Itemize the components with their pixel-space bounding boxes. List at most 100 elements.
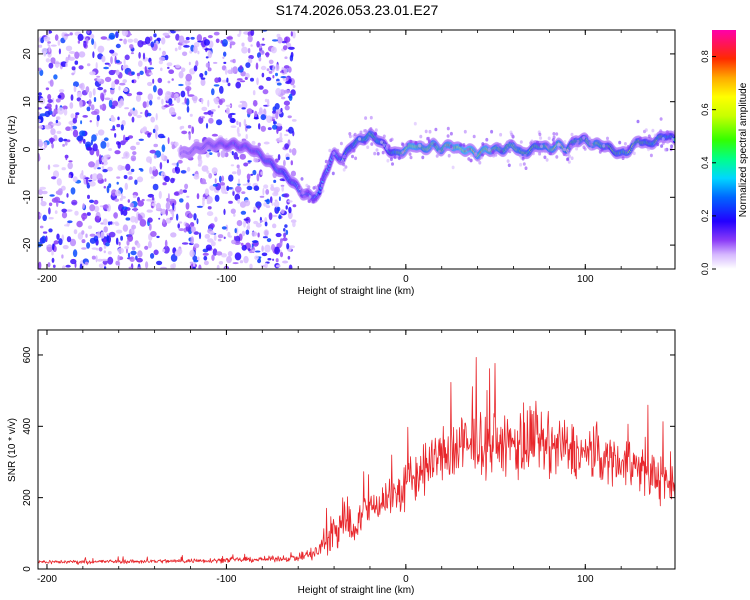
spectrogram-cell	[246, 108, 253, 115]
spectrogram-cell	[173, 94, 177, 101]
spectrogram-cell	[48, 62, 54, 69]
spectrogram-cell	[659, 129, 663, 133]
spectrogram-cell	[421, 155, 425, 160]
spectrogram-cell	[273, 121, 277, 125]
spectrogram-cell	[189, 68, 196, 75]
spectrogram-cell	[538, 132, 542, 137]
spectrogram-cell	[376, 151, 380, 156]
spectrogram-cell	[176, 96, 181, 104]
spectrogram-cell	[315, 188, 319, 192]
spectrogram-cell	[155, 202, 161, 211]
spectrogram-cell	[149, 61, 152, 66]
spectrogram-cell	[403, 142, 407, 147]
spectrogram-cell	[232, 66, 238, 74]
spectrogram-cell	[108, 32, 116, 40]
spectrogram-cell	[104, 62, 110, 65]
spectrogram-cell	[283, 65, 290, 69]
spectrogram-cell	[64, 141, 68, 146]
spectrogram-cell	[52, 111, 55, 116]
spectrogram-cell	[91, 173, 98, 181]
spectrogram-cell	[277, 154, 281, 161]
spectrogram-cell	[61, 208, 67, 213]
spectrogram-cell	[208, 117, 214, 124]
spectrogram-cell	[285, 156, 290, 160]
spectrogram-cell	[264, 262, 268, 269]
spectrogram-cell	[223, 236, 226, 240]
spectrogram-cell	[282, 237, 288, 242]
spectrogram-cell	[97, 86, 104, 91]
spectrogram-cell	[121, 206, 128, 210]
spectrogram-cell	[123, 175, 128, 179]
spectrogram-cell	[369, 127, 373, 131]
spectrogram-cell	[104, 178, 107, 182]
spectrogram-cell	[96, 114, 100, 122]
spectrogram-cell	[109, 49, 115, 54]
snr-axes: -200 -100 0 100 0 200 400 600	[22, 330, 675, 585]
spectrogram-cell	[61, 167, 66, 171]
spectrogram-cell	[207, 35, 213, 39]
spectrogram-cell	[289, 54, 294, 62]
spectrogram-cell	[46, 103, 52, 109]
spectrogram-cell	[136, 72, 141, 77]
spectrogram-cell	[499, 149, 503, 154]
spectrogram-cell	[74, 51, 80, 59]
spectrogram-cell	[349, 144, 353, 148]
snr-ylabel: SNR (10 * v/v)	[7, 418, 18, 482]
spectrogram-cell	[106, 142, 110, 148]
spectrogram-cell	[567, 160, 571, 164]
spectrogram-cell	[275, 232, 282, 238]
spectrogram-cell	[446, 134, 450, 138]
spectrogram-cell	[67, 162, 73, 170]
spectrogram-cell	[247, 58, 253, 64]
spectrogram-cell	[243, 118, 247, 127]
spectrogram-cell	[38, 140, 44, 148]
spectrogram-cell	[314, 191, 317, 195]
spectrogram-cell	[38, 261, 42, 269]
spectrogram-cell	[162, 50, 166, 56]
spectrogram-cell	[162, 32, 170, 36]
spectrogram-cell	[162, 248, 166, 253]
spectrogram-cell	[284, 224, 288, 228]
spectrogram-cell	[221, 175, 225, 182]
spectrogram-cell	[117, 141, 121, 149]
spectrogram-cell	[100, 36, 108, 40]
spectrogram-cell	[272, 75, 275, 79]
spectrogram-cell	[265, 76, 272, 81]
spectrogram-cell	[178, 221, 183, 224]
spectrogram-cell	[123, 58, 126, 66]
spectrogram-cell	[211, 133, 218, 137]
spectrogram-cell	[89, 233, 96, 237]
spectrogram-cell	[241, 230, 246, 237]
spectrogram-cell	[255, 201, 262, 209]
spectrogram-cell	[52, 97, 55, 104]
spectrogram-cell	[538, 151, 542, 156]
spectrogram-cell	[284, 143, 289, 150]
spectrogram-cell	[480, 155, 484, 160]
spectrogram-cell	[58, 238, 63, 246]
spectrogram-cell	[467, 157, 471, 161]
spectrogram-cell	[108, 148, 113, 151]
spectrogram-cell	[217, 238, 222, 242]
spectrogram-cell	[253, 206, 257, 210]
spectrogram-cell	[375, 148, 379, 152]
spectrogram-cell	[152, 128, 156, 134]
spectrogram-cell	[66, 139, 71, 143]
spectrogram-cell	[211, 254, 215, 261]
spectrogram-cell	[75, 114, 78, 119]
spectrogram-cell	[523, 154, 527, 158]
spectrogram-cell	[638, 136, 642, 141]
spectrogram-cell	[272, 39, 278, 42]
spectrogram-cell	[169, 217, 173, 221]
spectrogram-cell	[363, 140, 367, 145]
spectrogram-cell	[88, 91, 93, 99]
spectrogram-cell	[177, 116, 182, 120]
spectrogram-cell	[605, 145, 608, 149]
spectrogram-cell	[85, 86, 90, 93]
spectrogram-cell	[147, 93, 153, 101]
spectrogram-cell	[186, 98, 190, 106]
spectrogram-cell	[230, 67, 233, 75]
spectrogram-cell	[261, 245, 264, 252]
spectrogram-cell	[73, 85, 77, 93]
spectrogram-cell	[319, 177, 323, 182]
spectrogram-cell	[213, 31, 220, 36]
